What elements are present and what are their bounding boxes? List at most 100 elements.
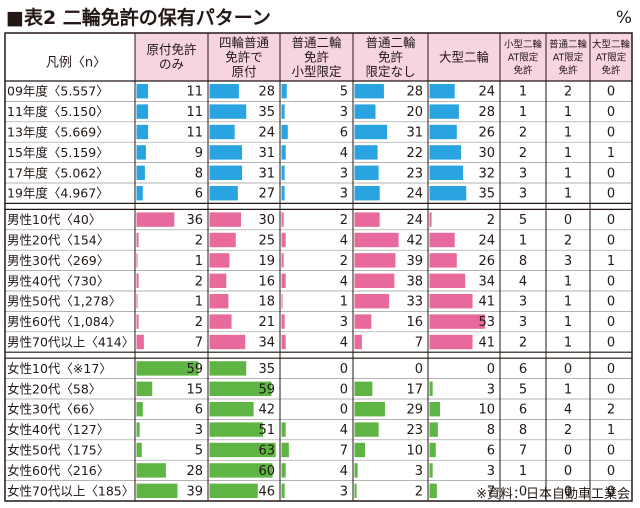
data-bar	[429, 253, 457, 268]
data-bar	[281, 314, 285, 329]
data-bar	[281, 186, 285, 201]
data-label: 6	[519, 403, 527, 418]
data-label: 20	[406, 105, 423, 120]
data-bar	[136, 463, 166, 478]
data-label: 39	[186, 484, 203, 499]
data-label: 0	[607, 362, 615, 377]
data-label: 39	[406, 254, 423, 269]
data-bar	[281, 145, 286, 160]
data-label: 0	[607, 213, 615, 228]
data-label: 6	[195, 187, 203, 202]
data-bar	[429, 442, 436, 458]
data-label: 0	[607, 336, 615, 351]
data-label: 60	[258, 464, 275, 479]
row-label: 女性50代〈175〉	[7, 443, 109, 458]
data-label: 63	[258, 444, 275, 459]
data-bar	[136, 422, 140, 437]
data-bar	[281, 232, 286, 248]
data-label: 1	[564, 126, 572, 141]
data-label: 3	[340, 166, 348, 181]
data-bar	[354, 402, 385, 417]
data-label: 7	[519, 444, 527, 459]
header-background	[135, 33, 632, 81]
data-label: 24	[406, 213, 423, 228]
data-label: 35	[258, 362, 275, 377]
column-header: 普通二輪免許小型限定	[291, 35, 342, 79]
data-bar	[429, 314, 486, 329]
row-label: 女性40代〈127〉	[7, 422, 109, 437]
data-label: 8	[195, 166, 203, 181]
data-bar	[209, 334, 246, 350]
data-bar	[281, 84, 287, 99]
data-label: 34	[478, 274, 495, 289]
data-bar	[429, 273, 466, 288]
data-bar	[354, 463, 358, 478]
data-bar	[354, 442, 365, 458]
data-label: 1	[195, 295, 203, 310]
data-label: 27	[258, 187, 275, 202]
data-bar	[209, 165, 243, 180]
data-label: 3	[487, 382, 495, 397]
data-bar	[429, 483, 437, 498]
data-label: 1	[564, 187, 572, 202]
data-label: 5	[195, 444, 203, 459]
data-bar	[209, 314, 232, 329]
data-label: 5	[340, 85, 348, 100]
data-bar	[429, 212, 432, 227]
data-bar	[354, 212, 380, 227]
data-label: 4	[340, 274, 348, 289]
chart-title: ■表2 二輪免許の保有パターン	[6, 7, 271, 29]
data-label: 2	[607, 403, 615, 418]
data-label: 17	[406, 382, 423, 397]
data-label: 7	[415, 336, 423, 351]
data-bar	[281, 124, 288, 140]
data-label: 33	[406, 295, 423, 310]
data-bar	[136, 145, 146, 160]
data-bar	[354, 165, 379, 180]
data-bar	[354, 145, 378, 160]
row-label: 13年度〈5.669〉	[7, 125, 109, 140]
row-label: 女性60代〈216〉	[7, 463, 109, 478]
data-label: 0	[607, 187, 615, 202]
data-label: 38	[406, 274, 423, 289]
data-label: 0	[564, 444, 572, 459]
data-label: 1	[564, 295, 572, 310]
data-bar	[136, 334, 144, 350]
data-label: 3	[487, 464, 495, 479]
data-label: 2	[340, 254, 348, 269]
data-bar	[209, 253, 230, 268]
data-label: 0	[607, 126, 615, 141]
data-label: 0	[564, 213, 572, 228]
data-label: 0	[564, 362, 572, 377]
data-label: 3	[519, 295, 527, 310]
data-label: 0	[340, 362, 348, 377]
data-label: 30	[478, 146, 495, 161]
data-label: 10	[478, 403, 495, 418]
data-label: 28	[258, 85, 275, 100]
data-label: 32	[478, 166, 495, 181]
data-label: 59	[186, 362, 203, 377]
data-label: 15	[186, 382, 203, 397]
data-label: 4	[340, 336, 348, 351]
unit-label: %	[615, 8, 632, 28]
data-label: 0	[519, 484, 527, 499]
data-label: 0	[607, 382, 615, 397]
data-label: 4	[519, 274, 527, 289]
data-label: 2	[519, 126, 527, 141]
data-bar	[209, 84, 239, 99]
data-bar	[354, 294, 390, 309]
data-label: 46	[258, 484, 275, 499]
data-label: 28	[478, 105, 495, 120]
row-label: 女性20代〈58〉	[7, 381, 101, 396]
data-bar	[354, 186, 380, 201]
data-bar	[281, 442, 289, 458]
data-label: 24	[258, 126, 275, 141]
data-label: 16	[406, 315, 423, 330]
data-bar	[136, 84, 149, 99]
data-bar	[136, 402, 143, 417]
data-label: 19	[258, 254, 275, 269]
data-label: 1	[564, 274, 572, 289]
data-bar	[354, 422, 379, 437]
data-label: 6	[519, 362, 527, 377]
data-label: 0	[607, 274, 615, 289]
